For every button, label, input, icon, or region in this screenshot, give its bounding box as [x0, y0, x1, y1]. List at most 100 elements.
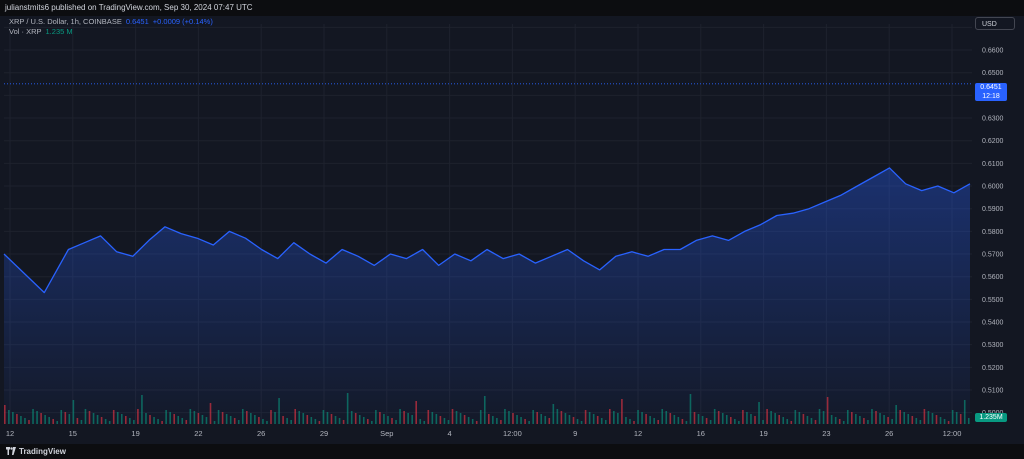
volume-bar [496, 418, 498, 424]
publish-info-bar: julianstmits6 published on TradingView.c… [0, 0, 1024, 16]
volume-bar [274, 412, 276, 424]
volume-bar [528, 421, 530, 424]
y-tick-label: 0.5100 [982, 388, 1004, 395]
volume-bar [185, 420, 188, 424]
volume-bar [709, 420, 712, 424]
volume-bar [859, 416, 861, 424]
volume-bar [294, 409, 296, 424]
volume-bar [24, 418, 26, 424]
volume-bar [818, 409, 821, 424]
volume-bar [532, 410, 534, 424]
volume-bar [104, 419, 107, 424]
volume-bar [935, 415, 938, 424]
volume-bar [399, 409, 401, 424]
volume-bar [540, 414, 543, 424]
last-price-tag: 0.6451 12:18 [975, 83, 1007, 101]
volume-bar [673, 415, 676, 424]
volume-bar [883, 415, 885, 424]
volume-bar [20, 416, 22, 424]
volume-bar [863, 418, 865, 424]
volume-bar [475, 421, 478, 424]
volume-bar [955, 412, 958, 424]
volume-bar [225, 414, 228, 424]
volume-bar [798, 412, 801, 424]
x-tick-label: 15 [69, 429, 77, 438]
legend-volume-row: Vol · XRP 1.235 M [9, 27, 213, 37]
volume-bar [254, 415, 256, 424]
volume-bar [149, 415, 151, 424]
tradingview-logo-icon [6, 447, 16, 455]
volume-bar [782, 417, 785, 424]
volume-bar [717, 411, 720, 424]
volume-bar [145, 413, 147, 424]
x-tick-label: 19 [131, 429, 139, 438]
volume-bar [80, 420, 83, 424]
volume-bar [649, 416, 651, 424]
volume-bar [504, 409, 506, 424]
volume-bar [411, 415, 413, 424]
volume-bar [44, 415, 46, 424]
volume-bar [362, 417, 365, 424]
volume-bar [923, 409, 926, 424]
volume-bar [169, 412, 171, 424]
y-tick-label: 0.5300 [982, 342, 1004, 349]
volume-bar [371, 421, 373, 424]
volume-bar [887, 417, 889, 424]
volume-bar [443, 418, 446, 424]
volume-bar [310, 417, 313, 424]
volume-bar [705, 418, 708, 424]
volume-bar [338, 418, 341, 424]
volume-bar [60, 410, 63, 424]
volume-bar [395, 420, 397, 424]
volume-bar [40, 413, 42, 424]
volume-bar [229, 416, 232, 424]
volume-bar [237, 420, 240, 424]
volume-bar [241, 409, 244, 424]
volume-bar [738, 421, 740, 424]
volume-bar [290, 420, 292, 424]
volume-bar [963, 400, 966, 424]
volume-bar [76, 418, 79, 424]
price-change: +0.0009 (+0.14%) [152, 17, 213, 26]
y-tick-label: 0.5500 [982, 297, 1004, 304]
volume-bar [689, 394, 692, 424]
price-area [4, 167, 970, 424]
volume-bar [197, 413, 200, 424]
y-tick-label: 0.5800 [982, 229, 1004, 236]
volume-bar [609, 409, 611, 424]
volume-bar [750, 414, 752, 424]
volume-bar [790, 421, 793, 424]
volume-bar [681, 419, 684, 424]
volume-bar [383, 414, 385, 424]
volume-bar [346, 393, 349, 424]
y-tick-label: 0.6600 [982, 48, 1004, 55]
volume-bar [455, 411, 458, 424]
volume-bar [282, 416, 284, 424]
volume-bar [895, 405, 897, 424]
volume-bar [471, 419, 474, 424]
volume-bar [564, 413, 567, 424]
volume-bar [802, 414, 805, 424]
volume-bar [354, 413, 357, 424]
volume-bar [233, 418, 236, 424]
volume-bar [32, 409, 34, 424]
volume-bar [56, 421, 59, 424]
volume-bar [855, 414, 857, 424]
volume-bar [48, 417, 50, 424]
volume-bar [548, 418, 551, 424]
volume-bar [112, 410, 115, 424]
currency-button[interactable]: USD [975, 17, 1015, 30]
x-tick-label: 9 [573, 429, 577, 438]
volume-bar [794, 410, 797, 424]
x-tick-label: 26 [885, 429, 893, 438]
volume-bar [524, 419, 526, 424]
volume-bar [846, 410, 849, 424]
volume-bar [4, 405, 6, 424]
volume-bar [68, 414, 71, 424]
y-tick-label: 0.6300 [982, 116, 1004, 123]
volume-bar [500, 420, 502, 424]
volume-bar [415, 401, 417, 424]
footer-brand: TradingView [19, 447, 66, 456]
volume-bar [92, 413, 95, 424]
